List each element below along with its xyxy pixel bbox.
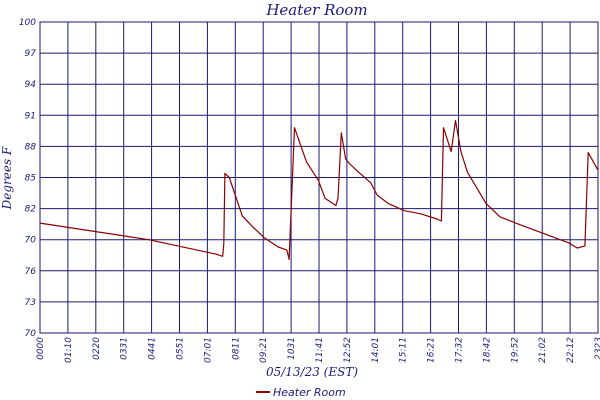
- x-tick-label: 0551: [176, 337, 186, 360]
- x-tick-label: 12:52: [343, 337, 353, 363]
- plot-frame: [39, 21, 599, 334]
- x-tick-label: 18:42: [482, 337, 492, 363]
- x-tick-label: 1031: [287, 337, 297, 360]
- x-axis-label: 05/13/23 (EST): [266, 365, 358, 379]
- x-tick-label: 21:02: [538, 337, 548, 363]
- x-tick-label: 0220: [92, 337, 102, 360]
- legend-label: Heater Room: [273, 386, 346, 399]
- x-tick-label: 0811: [231, 337, 241, 360]
- y-tick-label: 70: [25, 236, 37, 246]
- y-tick-label: 73: [25, 298, 37, 308]
- grid: [40, 22, 598, 333]
- y-tick-label: 100: [19, 18, 36, 28]
- legend: Heater Room: [256, 386, 346, 399]
- y-tick-label: 82: [25, 205, 37, 215]
- x-tick-label: 07:01: [203, 337, 213, 363]
- y-tick-label: 97: [25, 49, 37, 59]
- x-tick-labels: 0000 01:10 0220 0331 0441 0551 07:01 0811 09:21 1…: [36, 337, 600, 363]
- x-tick-label: 0441: [148, 337, 158, 360]
- y-tick-label: 76: [25, 267, 37, 277]
- x-tick-label: 14:01: [371, 337, 381, 363]
- y-tick-labels: 100 97 94 91 88 85 82 70 76 73 70: [19, 18, 36, 339]
- y-axis-label: Degrees F: [0, 146, 14, 210]
- chart-title: Heater Room: [265, 1, 367, 19]
- y-tick-label: 88: [25, 142, 37, 152]
- x-tick-label: 01:10: [64, 337, 74, 363]
- x-tick-label: 0331: [120, 337, 130, 360]
- x-tick-label: 15:11: [399, 337, 409, 363]
- series-line-heater-room: [39, 119, 599, 260]
- x-tick-label: 22:12: [566, 337, 576, 363]
- y-tick-label: 70: [25, 329, 37, 339]
- x-tick-label: 09:21: [259, 337, 269, 363]
- y-tick-label: 94: [25, 80, 37, 90]
- x-tick-label: 19:52: [510, 337, 520, 363]
- x-tick-label: 16:21: [427, 337, 437, 363]
- y-tick-label: 85: [25, 174, 37, 184]
- x-tick-label: 11:41: [315, 337, 325, 363]
- x-tick-label: 2323: [594, 337, 600, 360]
- y-tick-label: 91: [25, 111, 36, 121]
- x-tick-label: 0000: [36, 337, 46, 360]
- x-tick-label: 17:32: [455, 337, 465, 363]
